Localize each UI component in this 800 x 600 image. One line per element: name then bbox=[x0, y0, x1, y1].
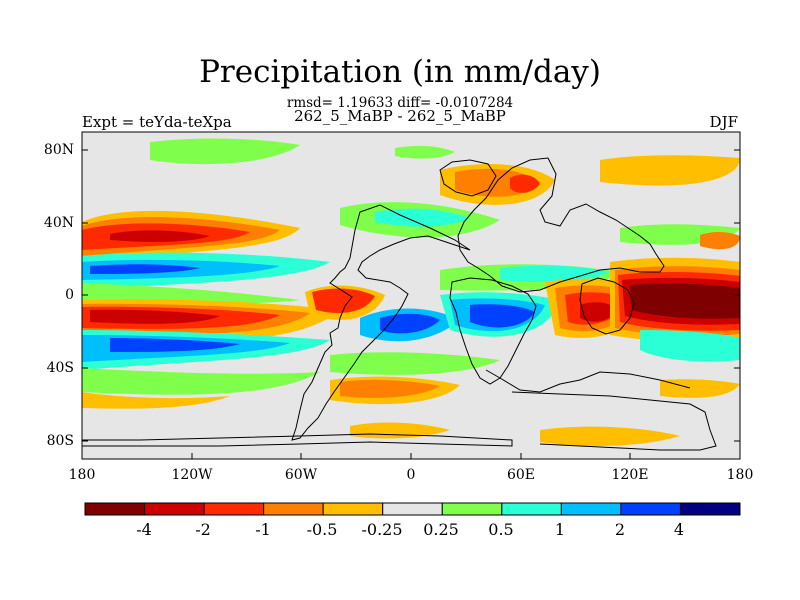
colorbar-swatch bbox=[203, 502, 265, 516]
colorbar-swatch bbox=[560, 502, 622, 516]
season-label: DJF bbox=[709, 113, 738, 131]
experiment-label: Expt = teYda-teXpa bbox=[82, 113, 232, 131]
colorbar-label: -2 bbox=[195, 520, 211, 539]
anomaly-patch bbox=[90, 309, 220, 324]
colorbar-label: 0.5 bbox=[488, 520, 514, 539]
anomaly-patch bbox=[110, 230, 210, 242]
colorbar-swatch bbox=[679, 502, 741, 516]
x-tick-label: 180 bbox=[68, 467, 96, 483]
anomaly-patch bbox=[150, 138, 300, 165]
australia-outline bbox=[579, 277, 635, 335]
anomaly-patch bbox=[500, 265, 610, 282]
anomaly-patch bbox=[330, 352, 500, 375]
colorbar-label: 1 bbox=[554, 520, 566, 539]
continent-outlines bbox=[82, 157, 717, 451]
colorbar-label: 0.25 bbox=[423, 520, 459, 539]
y-tick-label: 80S bbox=[46, 433, 74, 449]
colorbar-swatch bbox=[322, 502, 384, 516]
y-tick-label: 40S bbox=[46, 360, 74, 376]
anomaly-patch bbox=[380, 313, 440, 334]
colorbar-label: -0.5 bbox=[306, 520, 338, 539]
americas-outline bbox=[291, 204, 471, 441]
anomaly-patch bbox=[340, 379, 440, 398]
anomaly-patch bbox=[540, 426, 680, 446]
y-tick-label: 40N bbox=[43, 215, 74, 231]
antarctica-outline bbox=[82, 433, 513, 447]
anomaly-patch bbox=[660, 379, 740, 398]
y-tick-label: 80N bbox=[43, 142, 74, 158]
colorbar-swatch bbox=[501, 502, 562, 516]
x-tick-label: 180 bbox=[726, 467, 754, 483]
x-tick-label: 60W bbox=[284, 467, 318, 483]
stats-text: rmsd= 1.19633 diff= -0.0107284 bbox=[286, 95, 514, 111]
x-tick-label: 60E bbox=[506, 467, 536, 483]
anomaly-patch bbox=[600, 155, 740, 186]
anomaly-patch bbox=[90, 264, 200, 274]
y-axis-ticks bbox=[82, 149, 740, 442]
x-tick-label: 120W bbox=[171, 467, 213, 483]
anomaly-patch bbox=[630, 283, 740, 319]
anomaly-patch bbox=[312, 288, 375, 314]
greenland-outline bbox=[439, 159, 497, 197]
anomaly-patch bbox=[470, 304, 535, 328]
chart-subtitle: 262_5_MaBP - 262_5_MaBP bbox=[294, 107, 506, 125]
colorbar-swatch bbox=[382, 502, 443, 516]
anomaly-patch bbox=[82, 392, 230, 409]
anomaly-patch bbox=[510, 174, 540, 193]
anomaly-patch bbox=[640, 330, 740, 362]
colorbar-label: -4 bbox=[136, 520, 152, 539]
colorbar-label: -0.25 bbox=[361, 520, 403, 539]
eurasia-outline bbox=[457, 157, 665, 293]
colorbar-swatch bbox=[441, 502, 503, 516]
x-axis-ticks bbox=[81, 453, 741, 459]
anomaly-field bbox=[82, 138, 740, 446]
anomaly-patch bbox=[580, 302, 618, 322]
x-tick-label: 120E bbox=[611, 467, 649, 483]
colorbar-label: 2 bbox=[614, 520, 626, 539]
southern-coast-outline bbox=[511, 391, 717, 451]
africa-outline bbox=[449, 277, 537, 385]
y-tick-label: 0 bbox=[65, 287, 74, 303]
anomaly-patch bbox=[82, 283, 300, 304]
colorbar-label: -1 bbox=[255, 520, 271, 539]
anomaly-patch bbox=[375, 208, 470, 227]
anomaly-patch bbox=[395, 145, 455, 159]
anomaly-patch bbox=[700, 232, 740, 250]
x-tick-label: 0 bbox=[406, 467, 416, 483]
colorbar-swatch bbox=[144, 502, 205, 516]
colorbar-swatch bbox=[263, 502, 324, 516]
anomaly-patch bbox=[110, 338, 240, 352]
colorbar bbox=[84, 502, 741, 516]
colorbar-label: 4 bbox=[673, 520, 685, 539]
colorbar-swatch bbox=[620, 502, 681, 516]
chart-title: Precipitation (in mm/day) bbox=[199, 54, 601, 90]
ocean-boundary-outline bbox=[485, 369, 691, 393]
colorbar-swatch bbox=[84, 502, 146, 516]
anomaly-patch bbox=[82, 368, 320, 395]
